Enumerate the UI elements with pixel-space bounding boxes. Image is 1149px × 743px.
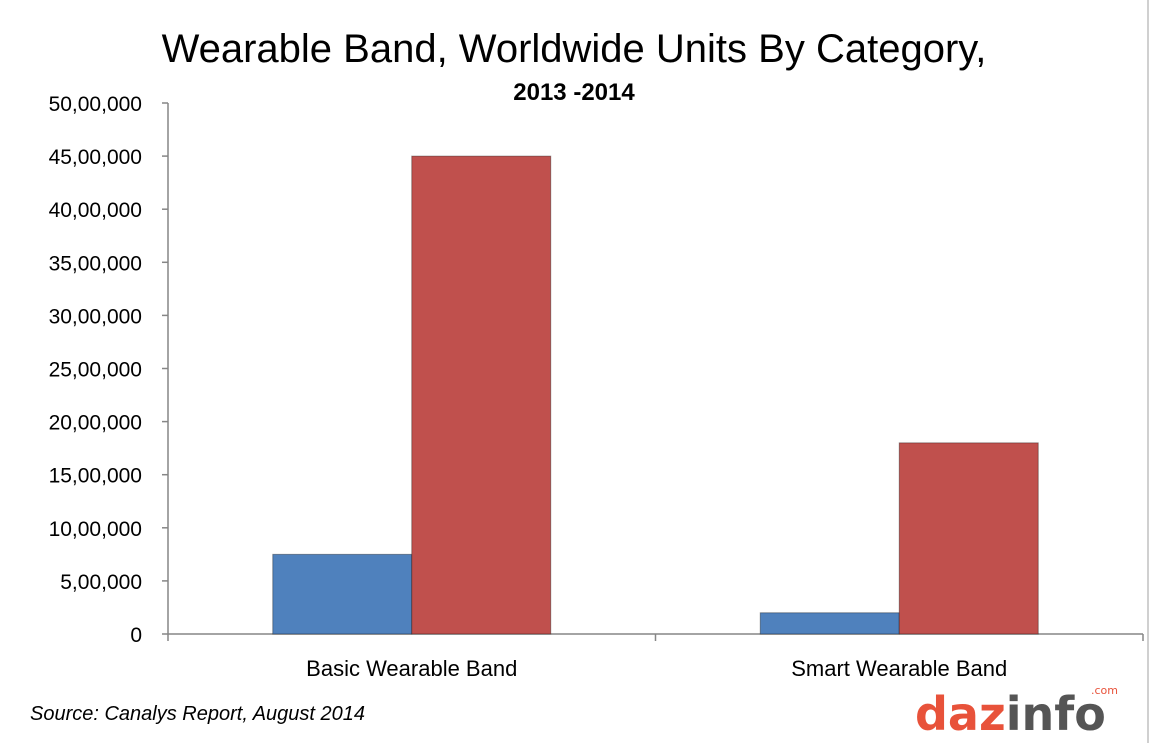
- y-tick-label: 15,00,000: [49, 465, 142, 488]
- x-category-label: Smart Wearable Band: [791, 656, 1007, 681]
- logo-suffix: .com: [1091, 684, 1118, 697]
- y-tick-label: 30,00,000: [49, 305, 142, 328]
- x-axis-categories: Basic Wearable Band Smart Wearable Band: [306, 656, 1007, 681]
- bars: [272, 155, 1039, 635]
- logo-part-daz: daz: [915, 687, 1006, 741]
- y-tick-label: 0: [130, 624, 142, 647]
- bar-series-1-basic-wearable-band: [272, 553, 413, 635]
- logo-part-info: info: [1006, 687, 1106, 741]
- y-tick-label: 5,00,000: [60, 571, 142, 594]
- bar-series-2-smart-wearable-band: [898, 442, 1039, 635]
- y-tick-label: 35,00,000: [49, 252, 142, 275]
- x-category-label: Basic Wearable Band: [306, 656, 517, 681]
- bar-series-1-smart-wearable-band: [759, 612, 900, 635]
- y-tick-label: 20,00,000: [49, 412, 142, 435]
- y-tick-label: 50,00,000: [49, 93, 142, 116]
- y-tick-label: 25,00,000: [49, 359, 142, 382]
- bar-series-2-basic-wearable-band: [411, 155, 552, 635]
- y-tick-label: 45,00,000: [49, 146, 142, 169]
- y-axis-ticks: 0 5,00,000 10,00,000 15,00,000 20,00,000 25,0…: [49, 93, 168, 647]
- dazeinfo-logo: dazinfo .com: [915, 684, 1118, 741]
- chart-title: Wearable Band, Worldwide Units By Catego…: [162, 27, 987, 71]
- source-note: Source: Canalys Report, August 2014: [30, 703, 365, 725]
- y-tick-label: 10,00,000: [49, 518, 142, 541]
- svg-text:dazinfo: dazinfo: [915, 687, 1106, 741]
- chart-subtitle: 2013 -2014: [513, 79, 635, 106]
- y-tick-label: 40,00,000: [49, 199, 142, 222]
